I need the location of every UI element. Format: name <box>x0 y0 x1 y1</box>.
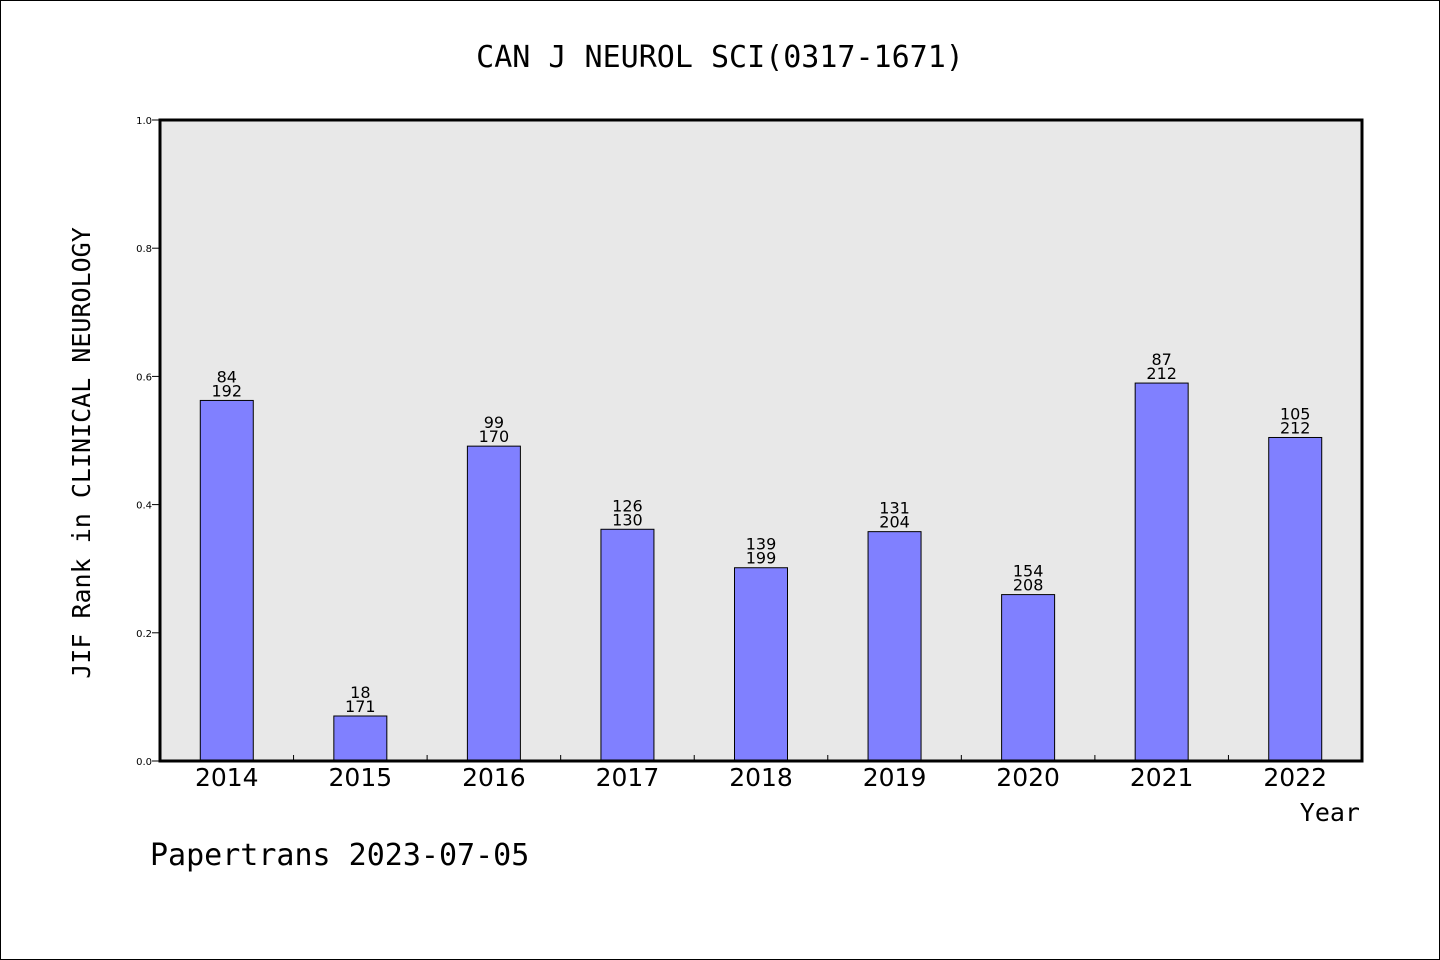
bar <box>1268 436 1323 762</box>
x-tick-label: 2015 <box>329 763 393 792</box>
bar-total-label: 130 <box>612 510 643 529</box>
bar-rank-label: 99 <box>484 413 504 432</box>
x-axis-label: Year <box>1300 798 1360 827</box>
bar <box>600 528 655 762</box>
x-tick-label: 2020 <box>996 763 1060 792</box>
bar-total-label: 171 <box>345 697 376 716</box>
x-tick-label: 2018 <box>729 763 793 792</box>
x-tick-label: 2021 <box>1130 763 1194 792</box>
bar <box>333 715 388 762</box>
x-tick-label: 2022 <box>1263 763 1327 792</box>
bar-rank-label: 139 <box>746 535 777 554</box>
bar-rank-label: 18 <box>350 683 370 702</box>
y-axis: 0.0 0.2 0.4 0.6 0.8 1.0 <box>136 116 160 768</box>
bar-total-label: 212 <box>1146 364 1177 383</box>
bar-rank-label: 105 <box>1280 404 1311 423</box>
y-tick-label: 0.2 <box>136 629 152 640</box>
y-tick-label: 0.0 <box>136 757 152 768</box>
chart-title: CAN J NEUROL SCI(0317-1671) <box>476 40 964 75</box>
bar-rank-label: 126 <box>612 496 643 515</box>
bar-total-label: 192 <box>212 381 243 400</box>
bar-rank-label: 154 <box>1013 562 1044 581</box>
bar-total-label: 212 <box>1280 418 1311 437</box>
bar-rank-label: 84 <box>217 367 237 386</box>
bar <box>867 531 922 762</box>
y-tick-label: 0.4 <box>136 501 152 512</box>
bar-total-label: 208 <box>1013 576 1044 595</box>
bar-total-label: 199 <box>746 549 777 568</box>
y-tick-label: 0.6 <box>136 372 152 383</box>
x-tick-label: 2016 <box>462 763 526 792</box>
bar-rank-label: 87 <box>1151 350 1171 369</box>
plot-border <box>158 118 1364 763</box>
bar-total-label: 170 <box>479 427 510 446</box>
footer-credit: Papertrans 2023-07-05 <box>150 838 529 873</box>
x-tick-label: 2014 <box>195 763 259 792</box>
bar-rank-label: 131 <box>879 499 910 518</box>
y-tick-label: 1.0 <box>136 116 152 127</box>
bar <box>199 399 254 762</box>
y-axis-label: JIF Rank in CLINICAL NEUROLOGY <box>67 227 96 679</box>
y-tick-label: 0.8 <box>136 244 152 255</box>
bar-total-label: 204 <box>879 513 910 532</box>
x-axis: 2014 2015 2016 2017 2018 2019 2020 2021 2022 <box>195 755 1327 792</box>
bar <box>734 567 788 762</box>
x-tick-label: 2017 <box>596 763 660 792</box>
bar <box>1001 594 1056 762</box>
bar <box>1134 382 1189 762</box>
x-tick-label: 2019 <box>863 763 927 792</box>
bar <box>466 445 521 762</box>
